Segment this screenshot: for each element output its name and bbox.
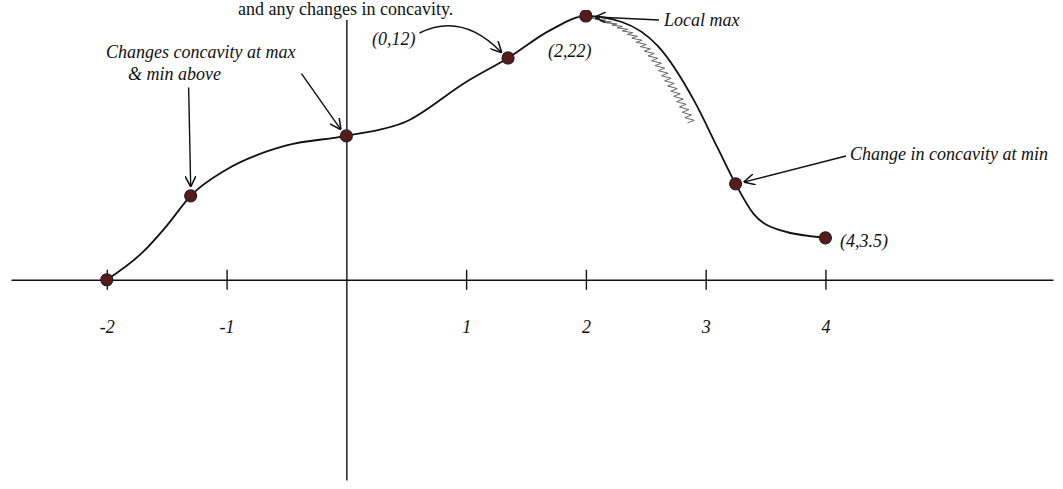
annotation-line: (2,22) — [548, 41, 592, 62]
arrow — [745, 156, 846, 182]
plot-area — [101, 10, 832, 286]
annotation: Changes concavity at max& min above — [106, 42, 295, 84]
x-tick: 4 — [821, 270, 830, 337]
x-tick-mark — [226, 270, 227, 290]
point — [730, 178, 742, 190]
point — [819, 232, 831, 244]
x-tick-label: 4 — [821, 317, 830, 337]
x-tick-label: 1 — [462, 317, 471, 337]
annotation: Change in concavity at min — [850, 144, 1048, 164]
annotation: (2,22) — [548, 41, 592, 62]
x-tick-mark — [466, 270, 467, 290]
x-tick-label: -1 — [220, 317, 235, 337]
x-tick: 2 — [582, 270, 591, 337]
x-tick-label: -2 — [100, 317, 115, 337]
annotations: Changes concavity at max& min above (0,12… — [106, 10, 1048, 252]
point — [185, 190, 197, 202]
chart: -2-11234and any changes in concavity.Cha… — [0, 0, 1063, 489]
y-axis — [346, 11, 347, 481]
curve — [107, 16, 826, 280]
x-tick: -1 — [220, 270, 235, 337]
annotation: Local max — [663, 10, 740, 30]
annotation: (0,12) — [372, 29, 416, 50]
x-tick-label: 3 — [701, 317, 711, 337]
x-tick-mark — [586, 270, 587, 290]
title-group: and any changes in concavity. — [235, 0, 456, 20]
arrow — [420, 26, 502, 52]
x-tick-mark — [825, 270, 826, 290]
scribble — [577, 16, 694, 123]
x-tick-mark — [705, 270, 706, 290]
arrow — [596, 17, 659, 20]
annotation-line: (0,12) — [372, 29, 416, 50]
point — [101, 274, 113, 286]
title: and any changes in concavity. — [238, 0, 453, 19]
annotation-line: Local max — [663, 10, 740, 30]
point — [502, 52, 514, 64]
title-patch — [235, 0, 456, 20]
annotation-line: (4,3.5) — [840, 231, 888, 252]
annotation: (4,3.5) — [840, 231, 888, 252]
arrow — [189, 88, 191, 186]
x-tick: 1 — [462, 270, 471, 337]
annotation-line: Changes concavity at max — [106, 42, 295, 62]
point — [340, 130, 352, 142]
annotation-line: & min above — [128, 64, 221, 84]
x-axis-line — [12, 280, 1054, 281]
x-tick: 3 — [701, 270, 711, 337]
point — [580, 10, 592, 22]
x-axis: -2 -1 1 2 3 4 — [12, 270, 1054, 337]
arrow — [301, 74, 340, 129]
y-axis-line — [346, 11, 347, 481]
x-tick-label: 2 — [582, 317, 591, 337]
annotation-line: Change in concavity at min — [850, 144, 1048, 164]
x-tick: -2 — [100, 270, 115, 337]
